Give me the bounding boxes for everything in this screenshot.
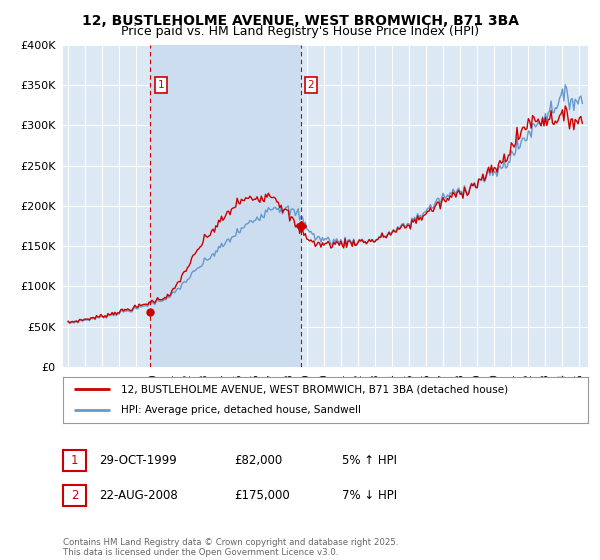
Text: 22-AUG-2008: 22-AUG-2008 [99, 489, 178, 502]
Text: 12, BUSTLEHOLME AVENUE, WEST BROMWICH, B71 3BA (detached house): 12, BUSTLEHOLME AVENUE, WEST BROMWICH, B… [121, 384, 508, 394]
Text: 1: 1 [71, 454, 78, 467]
Text: £82,000: £82,000 [234, 454, 282, 467]
Text: HPI: Average price, detached house, Sandwell: HPI: Average price, detached house, Sand… [121, 405, 361, 416]
Text: 29-OCT-1999: 29-OCT-1999 [99, 454, 177, 467]
Text: 7% ↓ HPI: 7% ↓ HPI [342, 489, 397, 502]
Text: 1: 1 [157, 80, 164, 90]
Text: 2: 2 [308, 80, 314, 90]
Bar [151, 45, 301, 367]
Text: Price paid vs. HM Land Registry's House Price Index (HPI): Price paid vs. HM Land Registry's House … [121, 25, 479, 38]
Text: 5% ↑ HPI: 5% ↑ HPI [342, 454, 397, 467]
Text: 12, BUSTLEHOLME AVENUE, WEST BROMWICH, B71 3BA: 12, BUSTLEHOLME AVENUE, WEST BROMWICH, B… [82, 14, 518, 28]
Text: Contains HM Land Registry data © Crown copyright and database right 2025.
This d: Contains HM Land Registry data © Crown c… [63, 538, 398, 557]
Text: 2: 2 [71, 489, 78, 502]
Text: £175,000: £175,000 [234, 489, 290, 502]
